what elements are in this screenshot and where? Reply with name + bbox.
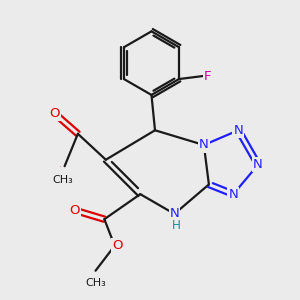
Text: N: N: [233, 124, 243, 137]
Text: O: O: [70, 204, 80, 217]
Text: O: O: [60, 166, 61, 167]
Text: N: N: [199, 139, 209, 152]
Text: CH₃: CH₃: [85, 278, 106, 288]
Text: N: N: [229, 188, 238, 201]
Text: N: N: [169, 207, 179, 220]
Text: O: O: [112, 239, 123, 252]
Text: F: F: [204, 70, 212, 83]
Text: H: H: [172, 219, 180, 232]
Text: CH₃: CH₃: [53, 175, 74, 185]
Text: N: N: [253, 158, 263, 171]
Text: O: O: [49, 107, 60, 120]
